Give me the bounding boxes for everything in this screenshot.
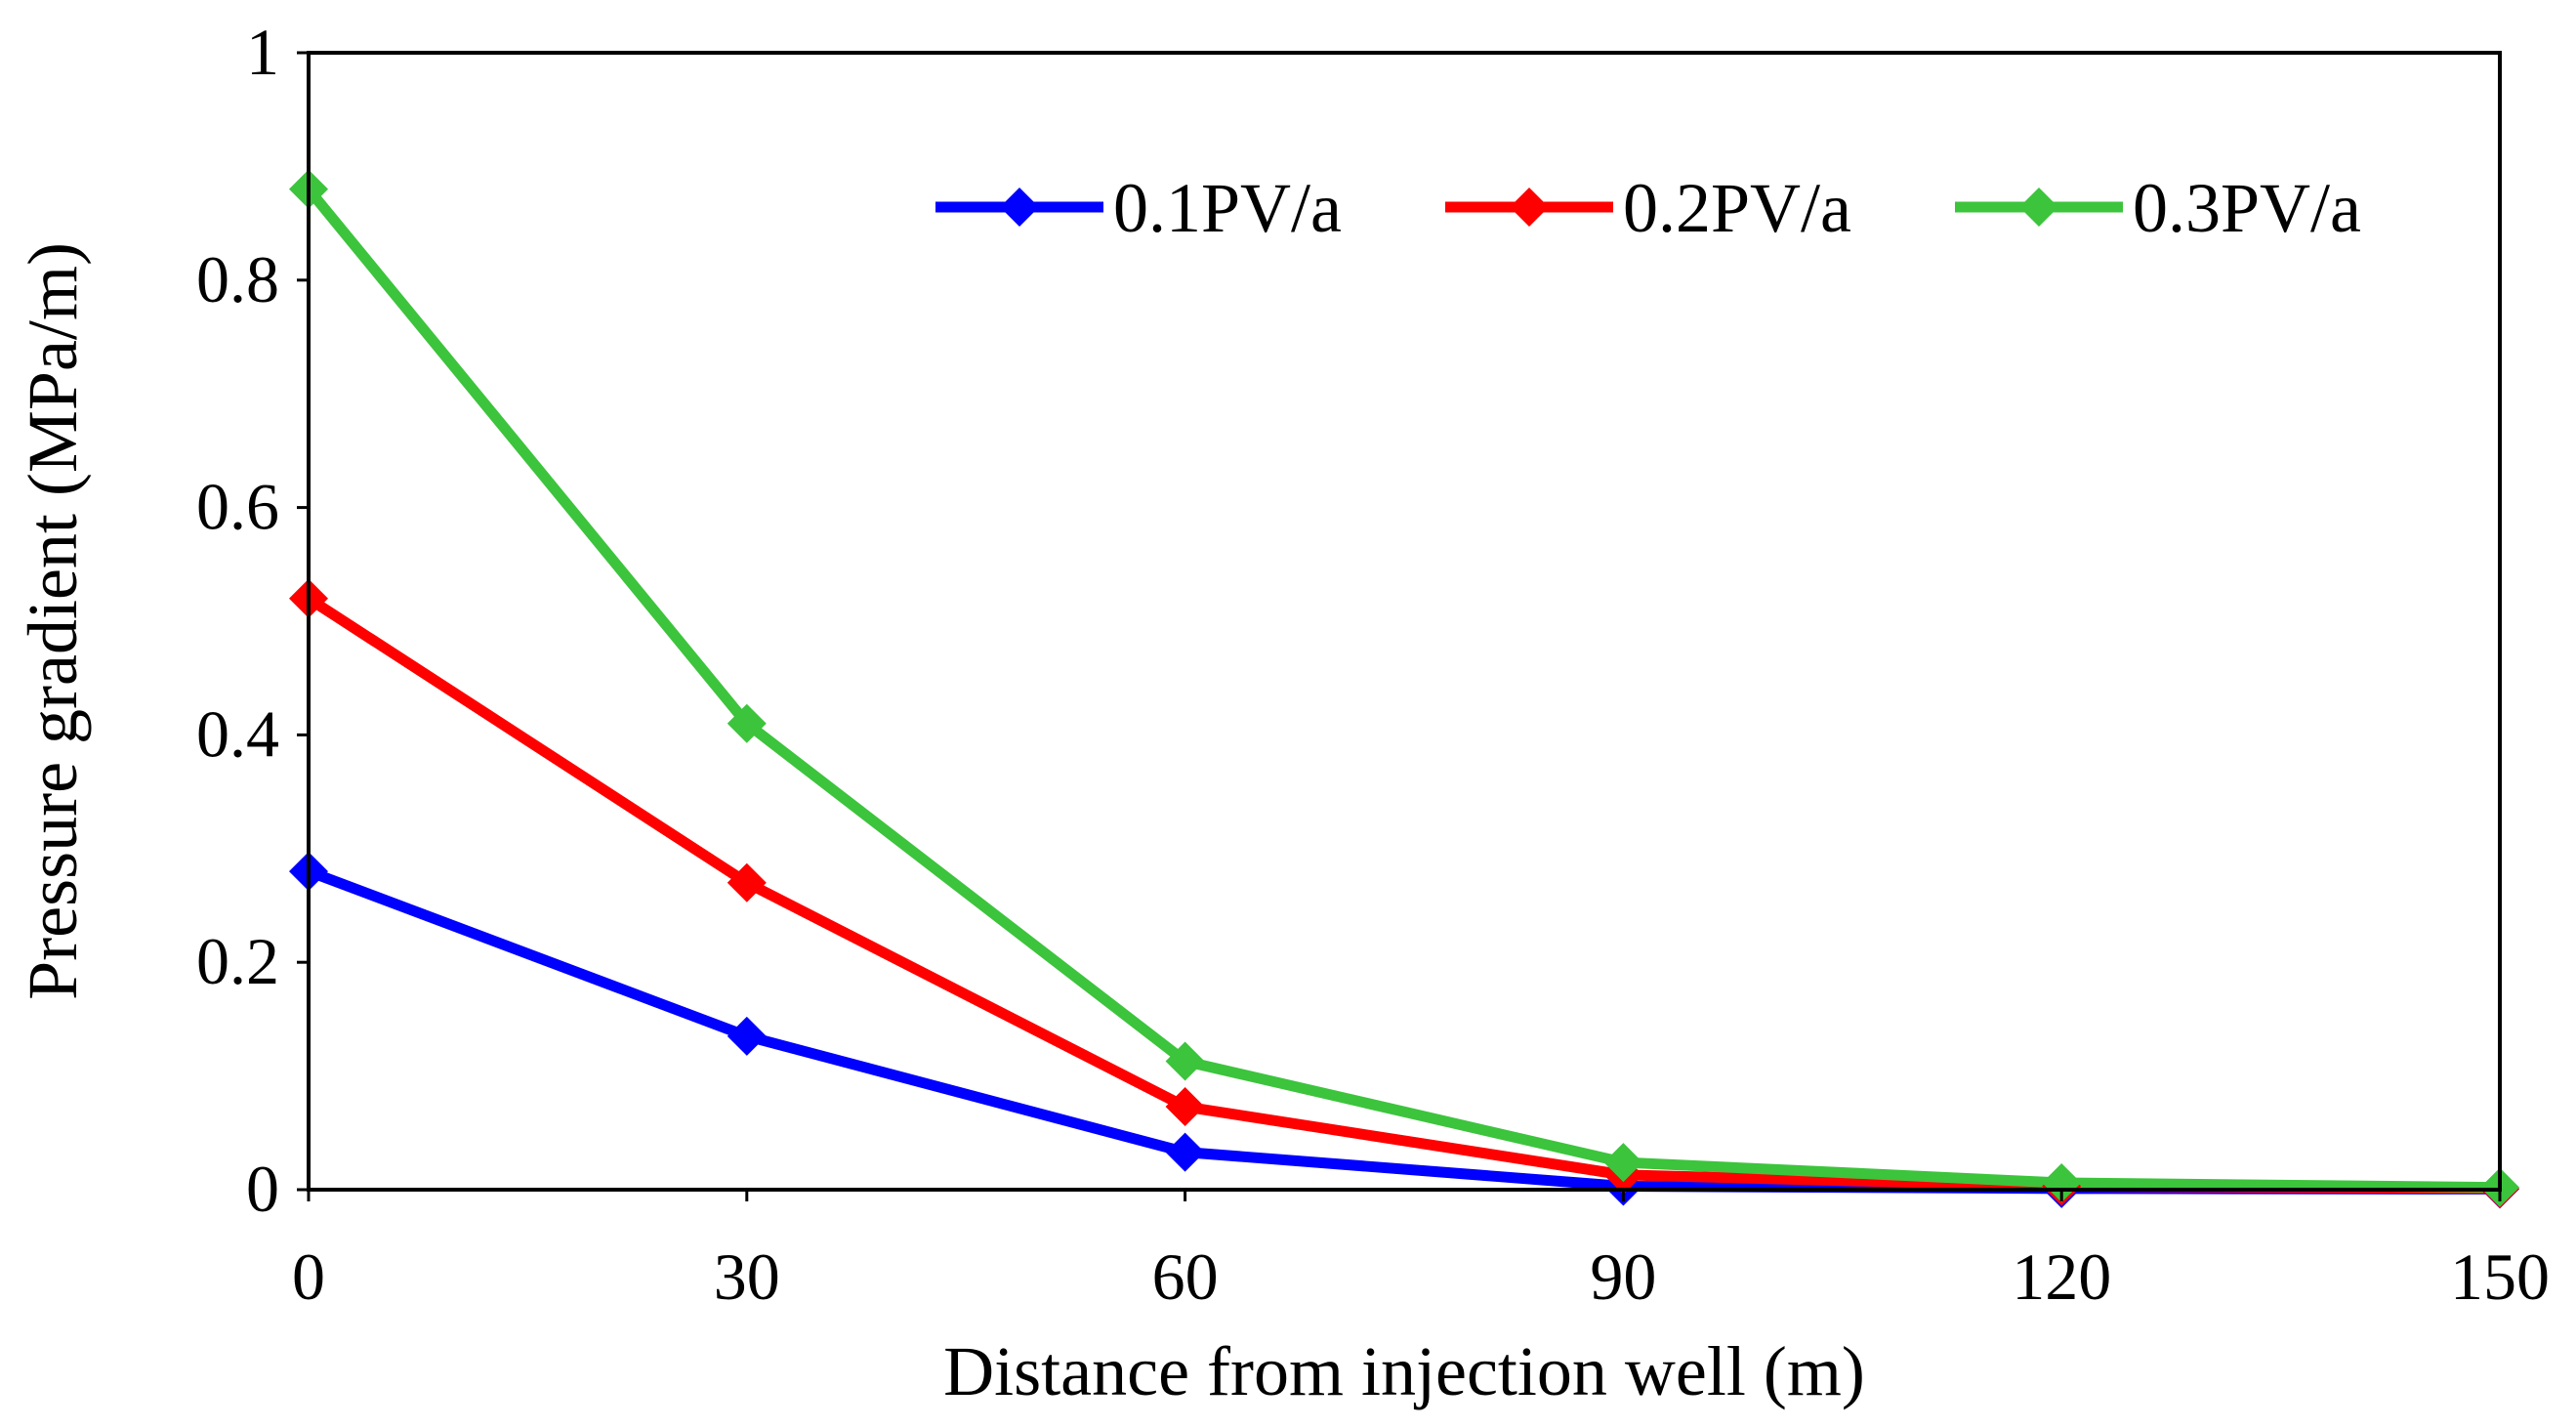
legend-marker-0-1pv-a	[1000, 188, 1039, 227]
data-point-0-3pv-a	[727, 703, 767, 743]
x-axis-title: Distance from injection well (m)	[943, 1332, 1865, 1410]
series-line-0-3pv-a	[304, 186, 2501, 1194]
data-point-0-3pv-a	[1165, 1041, 1205, 1081]
x-tick-label: 120	[2012, 1239, 2111, 1314]
legend-label-0-1pv-a: 0.1PV/a	[1113, 169, 1342, 247]
data-point-0-1pv-a	[1165, 1132, 1205, 1172]
legend-marker-0-2pv-a	[1510, 188, 1549, 227]
plot-area-frame	[307, 51, 2502, 1192]
y-tick-label: 0.2	[196, 924, 279, 998]
x-tick-label: 0	[292, 1239, 325, 1314]
data-point-0-2pv-a	[1165, 1087, 1205, 1127]
legend-marker-0-3pv-a	[2019, 188, 2058, 227]
y-tick-label: 0	[246, 1152, 279, 1226]
x-tick-label: 90	[1590, 1239, 1656, 1314]
legend-label-0-3pv-a: 0.3PV/a	[2133, 169, 2361, 247]
legend: 0.1PV/a 0.2PV/a 0.3PV/a	[935, 169, 2361, 247]
data-point-0-2pv-a	[727, 862, 767, 903]
x-tick-label: 30	[714, 1239, 780, 1314]
series-layer	[289, 169, 2519, 1209]
x-tick-label: 60	[1152, 1239, 1219, 1314]
y-tick-label: 0.4	[196, 696, 279, 771]
y-tick-label: 0.8	[196, 242, 279, 316]
data-point-0-1pv-a	[727, 1016, 767, 1056]
y-tick-label: 1	[246, 15, 279, 89]
y-axis-ticks: 0 0.2 0.4 0.6 0.8 1	[196, 15, 309, 1226]
x-tick-label: 150	[2450, 1239, 2550, 1314]
y-tick-label: 0.6	[196, 470, 279, 544]
legend-label-0-2pv-a: 0.2PV/a	[1623, 169, 1851, 247]
data-point-0-3pv-a	[2042, 1163, 2082, 1203]
x-axis-ticks: 0 30 60 90 120 150	[292, 1190, 2550, 1314]
y-axis-title: Pressure gradient (MPa/m)	[14, 242, 92, 1000]
data-point-0-3pv-a	[1603, 1143, 1643, 1183]
